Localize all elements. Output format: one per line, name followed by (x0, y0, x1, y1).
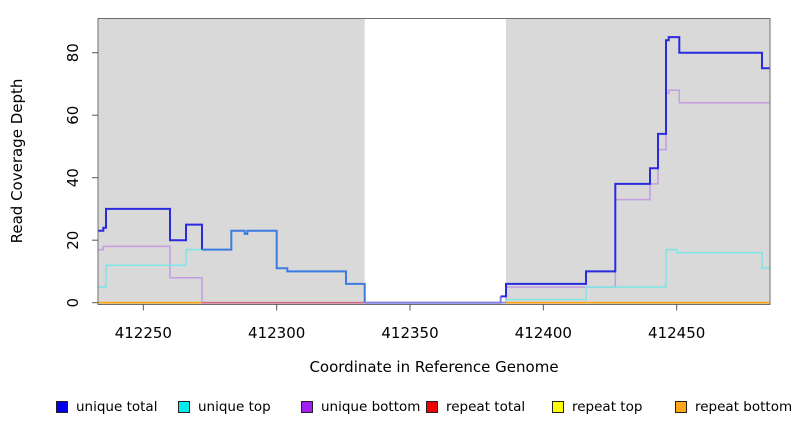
axis-tick-marks (92, 52, 678, 311)
y-tick-label: 20 (64, 231, 82, 250)
repeat-top-swatch-icon (552, 401, 564, 413)
x-axis-label: Coordinate in Reference Genome (309, 358, 558, 376)
legend-item-unique-top: unique top (178, 398, 271, 416)
y-tick-labels: 0 20 40 60 80 (64, 43, 82, 307)
legend-label: repeat top (572, 399, 643, 415)
unique-top-swatch-icon (178, 401, 190, 413)
legend-label: unique bottom (321, 399, 421, 415)
legend-item-repeat-bottom: repeat bottom (675, 398, 792, 416)
legend-label: unique top (198, 399, 271, 415)
plot-border (97, 18, 771, 305)
legend-item-unique-bottom: unique bottom (301, 398, 420, 416)
repeat-bottom-swatch-icon (675, 401, 687, 413)
x-tick-label: 412450 (648, 324, 705, 342)
legend-item-unique-total: unique total (56, 398, 157, 416)
x-tick-label: 412250 (115, 324, 172, 342)
y-tick-label: 60 (64, 106, 82, 125)
legend-item-repeat-total: repeat total (426, 398, 525, 416)
x-tick-label: 412350 (381, 324, 438, 342)
chart-legend: unique total unique top unique bottom re… (0, 398, 792, 420)
y-tick-label: 80 (64, 43, 82, 62)
x-tick-label: 412400 (515, 324, 572, 342)
coverage-plot: 412250 412300 412350 412400 412450 0 20 40 60 80… (8, 18, 771, 376)
y-tick-label: 40 (64, 168, 82, 187)
x-tick-labels: 412250 412300 412350 412400 412450 (115, 324, 706, 342)
y-tick-label: 0 (64, 298, 82, 308)
legend-label: repeat total (446, 399, 526, 415)
x-tick-label: 412300 (248, 324, 305, 342)
y-axis-label: Read Coverage Depth (8, 79, 26, 244)
repeat-total-swatch-icon (426, 401, 438, 413)
legend-label: repeat bottom (695, 399, 792, 415)
plot-shaded-regions (98, 18, 770, 305)
unique-bottom-swatch-icon (301, 401, 313, 413)
legend-label: unique total (76, 399, 158, 415)
unique-total-swatch-icon (56, 401, 68, 413)
legend-item-repeat-top: repeat top (552, 398, 642, 416)
